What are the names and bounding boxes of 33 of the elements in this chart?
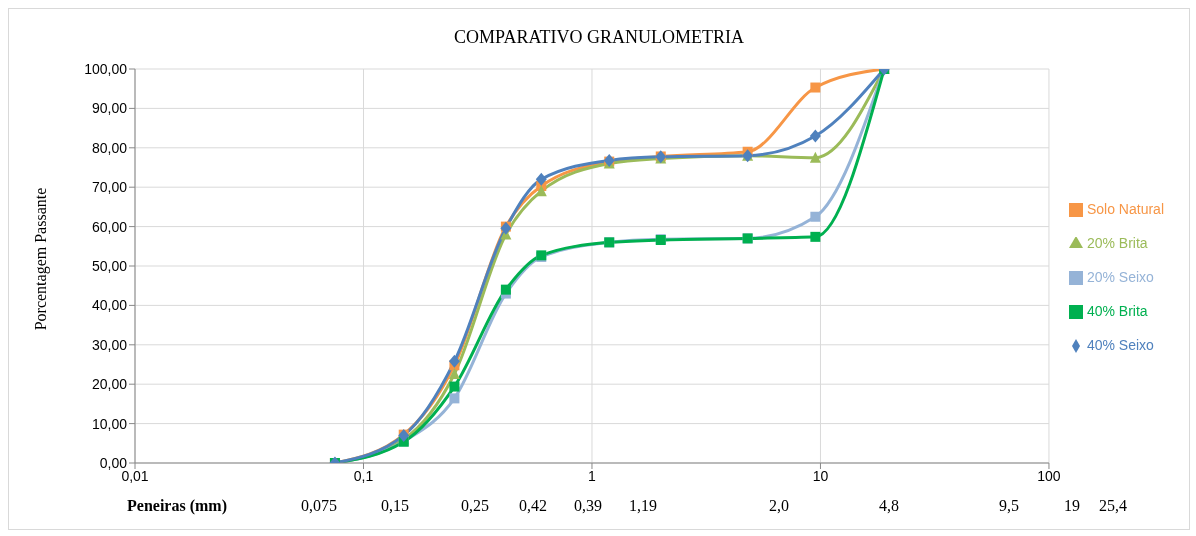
text: 19 (1064, 497, 1080, 515)
legend-label: 20% Brita (1086, 235, 1148, 251)
text: 9,5 (999, 497, 1019, 515)
y-tick-label: 90,00 (91, 100, 128, 117)
x-tick-label: 1 (588, 467, 597, 484)
text: 0,15 (381, 497, 409, 515)
y-tick-label: 30,00 (91, 336, 128, 353)
text: 0,075 (301, 497, 337, 515)
y-tick-label: 40,00 (91, 297, 128, 314)
y-tick-label: 10,00 (91, 415, 128, 432)
legend-label: Solo Natural (1086, 201, 1164, 217)
text: 0,42 (519, 497, 547, 515)
text: 0,25 (461, 497, 489, 515)
legend-label: 20% Seixo (1086, 269, 1154, 285)
text: 2,0 (769, 497, 789, 515)
x-tick-label: 10 (812, 467, 829, 484)
text: Peneiras (mm) (127, 497, 227, 515)
text: 4,8 (879, 497, 899, 515)
text: 1,19 (629, 497, 657, 515)
text: 25,4 (1099, 497, 1127, 515)
y-tick-label: 20,00 (91, 376, 128, 393)
y-tick-label: 50,00 (91, 257, 128, 274)
legend-label: 40% Seixo (1086, 337, 1154, 353)
x-tick-label: 0,1 (353, 467, 374, 484)
y-tick-label: 60,00 (91, 218, 128, 235)
chart-title: COMPARATIVO GRANULOMETRIA (453, 27, 745, 48)
x-tick-label: 100 (1037, 467, 1061, 484)
legend-label: 40% Brita (1086, 303, 1148, 319)
y-tick-label: 70,00 (91, 179, 128, 196)
y-tick-label: 100,00 (84, 60, 128, 77)
text: 0,39 (574, 497, 602, 515)
y-tick-label: 80,00 (91, 139, 128, 156)
y-axis-title: Porcentagem Passante (32, 187, 50, 331)
